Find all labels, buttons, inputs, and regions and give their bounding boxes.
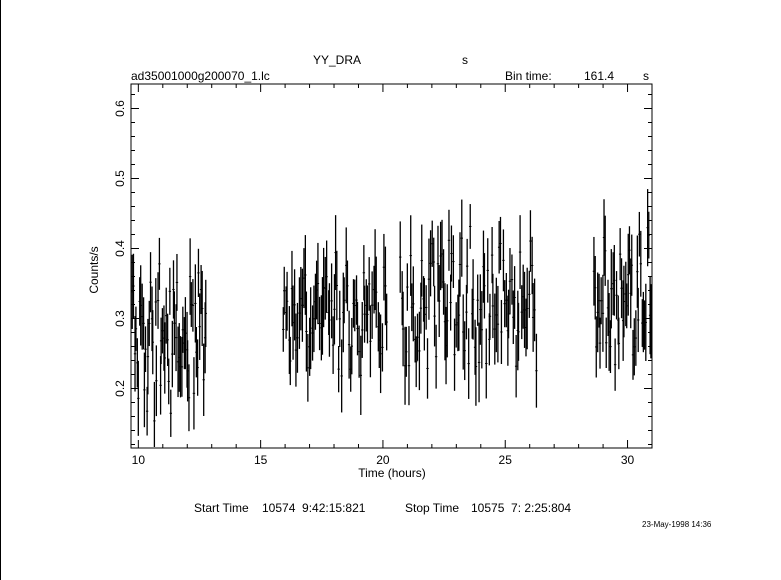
y-tick-label: 0.4 (113, 240, 127, 257)
object-unit: s (462, 53, 468, 67)
date-stamp: 23-May-1998 14:36 (642, 520, 712, 529)
stop-time-label: Stop Time (405, 501, 460, 515)
object-name: YY_DRA (313, 53, 362, 67)
x-tick-label: 20 (376, 453, 390, 467)
file-name: ad35001000g200070_1.lc (131, 69, 270, 83)
plot-frame (130, 83, 653, 449)
y-tick-label: 0.3 (113, 310, 127, 327)
y-tick-label: 0.5 (113, 170, 127, 187)
y-tick-label: 0.2 (113, 380, 127, 397)
stop-time-value: 10575 7: 2:25:804 (471, 501, 572, 515)
start-time-value: 10574 9:42:15:821 (262, 501, 366, 515)
window-left-border (0, 0, 1, 580)
bin-time-value: 161.4 (584, 69, 615, 83)
bin-time-unit: s (643, 69, 649, 83)
axes-frame: 10 15 20 25 30 0.2 0.3 0.4 0.5 0.6 (113, 83, 653, 467)
x-tick-label: 10 (132, 453, 146, 467)
x-tick-label: 25 (499, 453, 513, 467)
error-bar-marks (131, 189, 653, 447)
y-tick-label: 0.6 (113, 100, 127, 117)
start-time-label: Start Time (194, 501, 249, 515)
bin-time-label: Bin time: (505, 69, 552, 83)
y-axis-label: Counts/s (87, 246, 101, 293)
x-axis-label: Time (hours) (358, 466, 426, 480)
x-tick-label: 15 (254, 453, 268, 467)
x-tick-label: 30 (621, 453, 635, 467)
